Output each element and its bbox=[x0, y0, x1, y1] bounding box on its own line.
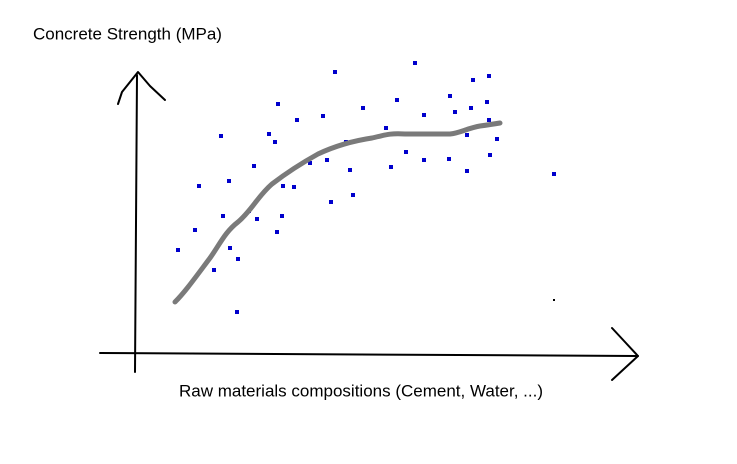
point bbox=[333, 70, 337, 74]
axes bbox=[99, 71, 639, 381]
point bbox=[471, 78, 475, 82]
point bbox=[255, 217, 259, 221]
point bbox=[384, 126, 388, 130]
point bbox=[273, 140, 277, 144]
point bbox=[227, 179, 231, 183]
scatter-points bbox=[176, 61, 556, 314]
point bbox=[321, 114, 325, 118]
y-axis-label: Concrete Strength (MPa) bbox=[33, 24, 222, 43]
point bbox=[308, 161, 312, 165]
x-axis bbox=[99, 352, 639, 357]
point bbox=[193, 228, 197, 232]
point bbox=[267, 132, 271, 136]
point bbox=[422, 158, 426, 162]
point bbox=[197, 184, 201, 188]
x-axis-label: Raw materials compositions (Cement, Wate… bbox=[179, 381, 543, 400]
point bbox=[485, 100, 489, 104]
point bbox=[281, 184, 285, 188]
trend-curve bbox=[172, 120, 503, 305]
point bbox=[228, 246, 232, 250]
point bbox=[488, 153, 492, 157]
point bbox=[275, 230, 279, 234]
point bbox=[235, 310, 239, 314]
point bbox=[447, 157, 451, 161]
point bbox=[212, 268, 216, 272]
point bbox=[404, 150, 408, 154]
point bbox=[325, 158, 329, 162]
point bbox=[453, 110, 457, 114]
point bbox=[176, 248, 180, 252]
stray-dot bbox=[553, 299, 555, 301]
point bbox=[221, 214, 225, 218]
point bbox=[351, 193, 355, 197]
point bbox=[487, 118, 491, 122]
point bbox=[219, 134, 223, 138]
point bbox=[487, 74, 491, 78]
point bbox=[465, 133, 469, 137]
point bbox=[280, 214, 284, 218]
point bbox=[413, 61, 417, 65]
y-axis bbox=[134, 74, 138, 373]
point bbox=[295, 118, 299, 122]
point bbox=[469, 106, 473, 110]
point bbox=[252, 164, 256, 168]
point bbox=[292, 185, 296, 189]
y-axis-arrow bbox=[117, 71, 166, 105]
point bbox=[329, 200, 333, 204]
point bbox=[236, 257, 240, 261]
point bbox=[465, 169, 469, 173]
point bbox=[348, 168, 352, 172]
point bbox=[422, 113, 426, 117]
point bbox=[448, 94, 452, 98]
point bbox=[361, 106, 365, 110]
point bbox=[389, 165, 393, 169]
point bbox=[495, 137, 499, 141]
x-axis-arrow bbox=[611, 327, 639, 381]
point bbox=[276, 102, 280, 106]
point bbox=[395, 98, 399, 102]
point bbox=[552, 172, 556, 176]
